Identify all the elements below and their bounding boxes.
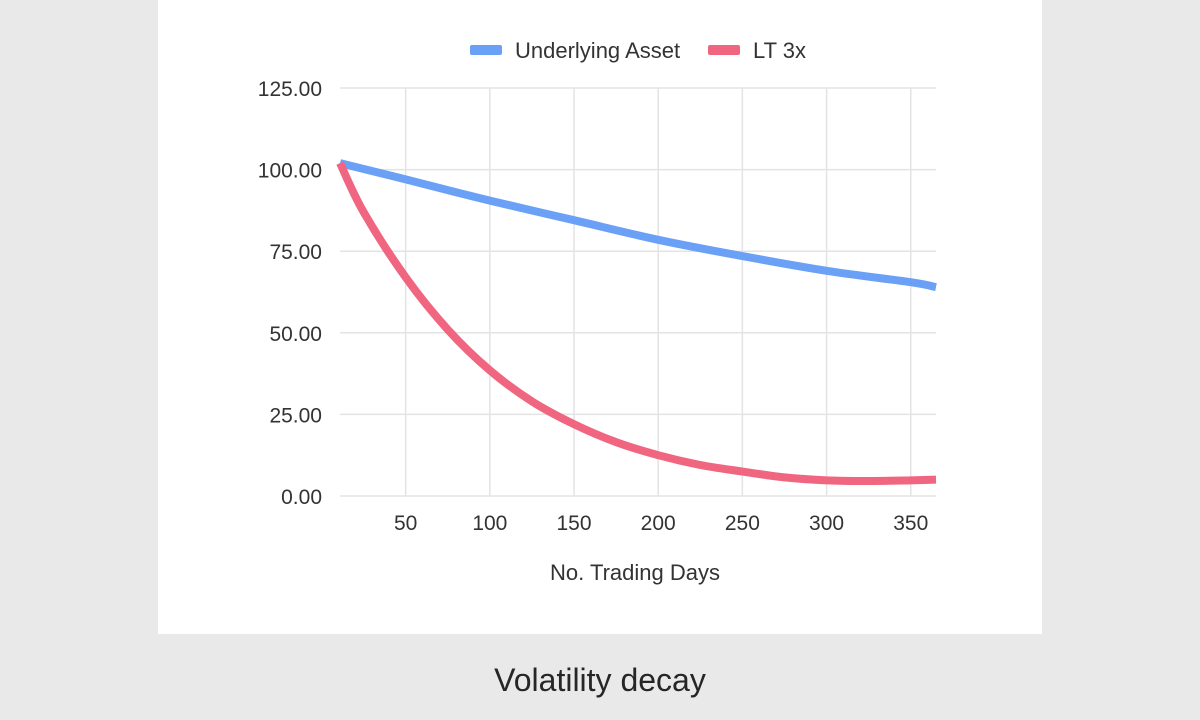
y-tick-label: 75.00	[269, 241, 322, 264]
caption-title: Volatility decay	[494, 662, 706, 698]
y-tick-label: 25.00	[269, 404, 322, 427]
x-tick-label: 350	[893, 512, 928, 535]
x-tick-label: 250	[725, 512, 760, 535]
legend-swatch	[470, 45, 502, 55]
x-axis-ticks: 50 100 150 200 250 300 350	[394, 512, 928, 535]
line-chart: 0.00 25.00 50.00 75.00 100.00 125.00 50 100 150…	[258, 38, 937, 585]
x-tick-label: 50	[394, 512, 417, 535]
legend: Underlying Asset LT 3x	[470, 38, 806, 63]
x-tick-label: 100	[472, 512, 507, 535]
legend-label: LT 3x	[753, 38, 806, 63]
y-tick-label: 0.00	[281, 486, 322, 509]
series-lines	[336, 159, 937, 485]
grid-lines	[340, 87, 936, 497]
series-line-lt-3x	[336, 161, 937, 485]
chart-panel	[158, 0, 1042, 634]
y-tick-label: 125.00	[258, 78, 322, 101]
legend-label: Underlying Asset	[515, 38, 680, 63]
x-tick-label: 200	[641, 512, 676, 535]
x-tick-label: 300	[809, 512, 844, 535]
y-tick-label: 100.00	[258, 160, 322, 183]
legend-swatch	[708, 45, 740, 55]
y-tick-label: 50.00	[269, 323, 322, 346]
series-line-underlying-asset	[339, 159, 937, 292]
x-tick-label: 150	[556, 512, 591, 535]
y-axis-ticks: 0.00 25.00 50.00 75.00 100.00 125.00	[258, 78, 322, 509]
x-axis-label: No. Trading Days	[550, 560, 720, 585]
